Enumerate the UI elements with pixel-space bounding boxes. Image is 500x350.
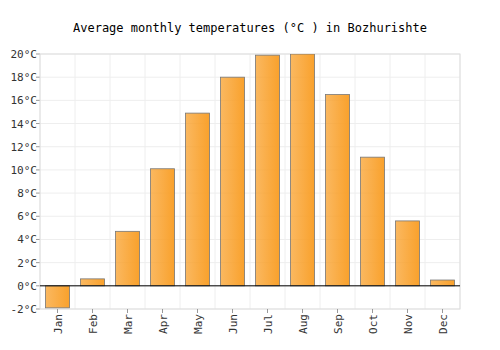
bar <box>290 54 314 286</box>
x-tick <box>92 309 93 313</box>
v-grid-line <box>425 54 426 309</box>
v-grid-line <box>250 54 251 309</box>
bar <box>115 231 139 285</box>
x-tick <box>162 309 163 313</box>
x-tick-label: May <box>192 314 205 334</box>
chart-svg: -2°C 0°C 2°C 4°C 6°C 8°C 10°C 12°C 14°C 16°C 18°C 2… <box>0 0 500 350</box>
y-tick-label: 10°C <box>11 164 38 177</box>
x-tick-label: Jan <box>52 314 65 334</box>
y-tick-label: 6°C <box>17 210 37 223</box>
y-tick-label: 2°C <box>17 257 37 270</box>
bar <box>325 95 349 286</box>
x-tick-label: Dec <box>437 314 450 334</box>
x-tick <box>442 309 443 313</box>
bar <box>360 157 384 286</box>
x-tick <box>267 309 268 313</box>
x-tick-label: Nov <box>402 314 415 334</box>
bar <box>395 221 419 286</box>
v-grid-line <box>145 54 146 309</box>
grid-line <box>40 123 460 124</box>
x-tick <box>372 309 373 313</box>
zero-line <box>40 285 460 286</box>
x-tick <box>197 309 198 313</box>
y-tick-label: -2°C <box>11 303 38 316</box>
x-tick <box>302 309 303 313</box>
grid-line <box>40 193 460 194</box>
chart-title: Average monthly temperatures (°C ) in Bo… <box>73 21 427 35</box>
grid-line <box>40 285 460 286</box>
bar <box>185 113 209 286</box>
bar <box>80 279 104 286</box>
y-tick-label: 8°C <box>17 187 37 200</box>
y-tick-label: 18°C <box>11 71 38 84</box>
y-tick-label: 14°C <box>11 118 38 131</box>
bar <box>150 169 174 286</box>
x-tick <box>127 309 128 313</box>
v-grid-line <box>285 54 286 309</box>
y-tick-label: 12°C <box>11 141 38 154</box>
y-tick-label: 16°C <box>11 94 38 107</box>
x-tick-label: Aug <box>297 314 310 334</box>
v-grid-line <box>390 54 391 309</box>
y-tick-label: 0°C <box>17 280 37 293</box>
bar <box>45 286 69 308</box>
grid-line <box>40 169 460 170</box>
x-tick-label: Mar <box>122 314 135 334</box>
bar <box>430 280 454 286</box>
v-grid-line <box>355 54 356 309</box>
v-grid-line <box>320 54 321 309</box>
x-tick-label: Jul <box>262 314 275 334</box>
chart-container: -2°C 0°C 2°C 4°C 6°C 8°C 10°C 12°C 14°C 16°C 18°C 2… <box>0 0 500 350</box>
bar <box>255 55 279 286</box>
grid-line <box>40 77 460 78</box>
v-grid-line <box>215 54 216 309</box>
v-grid-line <box>110 54 111 309</box>
plot-area <box>40 54 460 309</box>
x-tick-label: Oct <box>367 314 380 334</box>
grid-line <box>40 216 460 217</box>
x-tick <box>407 309 408 313</box>
plot-frame <box>40 54 460 309</box>
y-tick-label: 4°C <box>17 233 37 246</box>
bar <box>220 77 244 286</box>
y-tick-label: 20°C <box>11 48 38 61</box>
x-tick <box>337 309 338 313</box>
grid-line <box>40 146 460 147</box>
grid-line <box>40 100 460 101</box>
bars <box>45 54 454 308</box>
x-tick-label: Apr <box>157 314 170 334</box>
x-tick-label: Feb <box>87 314 100 334</box>
v-grid-line <box>180 54 181 309</box>
x-tick-label: Jun <box>227 314 240 334</box>
v-grid-line <box>75 54 76 309</box>
x-tick <box>57 309 58 313</box>
x-tick <box>232 309 233 313</box>
x-tick-label: Sep <box>332 314 345 334</box>
